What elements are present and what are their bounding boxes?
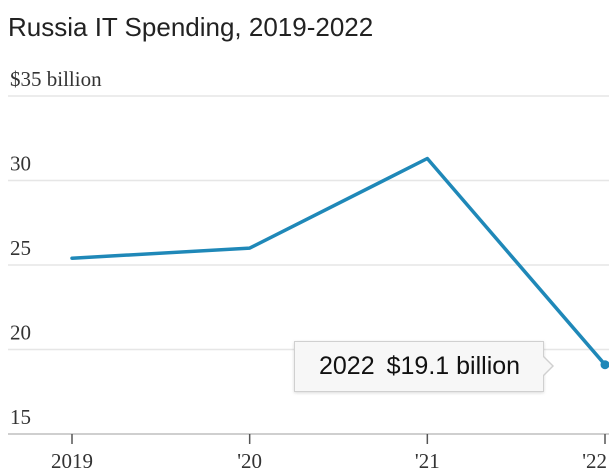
gridlines <box>8 95 609 351</box>
y-axis-labels: 15 20 25 30 $35 billion <box>10 67 102 429</box>
x-tick-label: '21 <box>415 449 440 473</box>
data-point <box>600 360 609 370</box>
x-axis <box>8 433 609 444</box>
tooltip-year: 2022 <box>319 352 375 380</box>
x-axis-labels: 2019 '20 '21 '22 <box>51 449 607 473</box>
tooltip-arrow-fill <box>542 356 552 376</box>
series-layer <box>70 156 609 370</box>
series-line <box>70 156 607 367</box>
y-tick-label: 25 <box>10 236 31 260</box>
x-tick-label: 2019 <box>51 449 93 473</box>
x-tick-label: '20 <box>237 449 262 473</box>
x-tick-label: '22 <box>582 449 607 473</box>
y-tick-label: 20 <box>10 321 31 345</box>
chart-title: Russia IT Spending, 2019-2022 <box>8 12 374 42</box>
y-tick-label: 30 <box>10 152 31 176</box>
y-tick-label: 15 <box>10 405 31 429</box>
tooltip-value: $19.1 billion <box>386 352 521 380</box>
y-tick-label: $35 billion <box>10 67 102 91</box>
value-tooltip: 2022 $19.1 billion <box>294 341 544 392</box>
